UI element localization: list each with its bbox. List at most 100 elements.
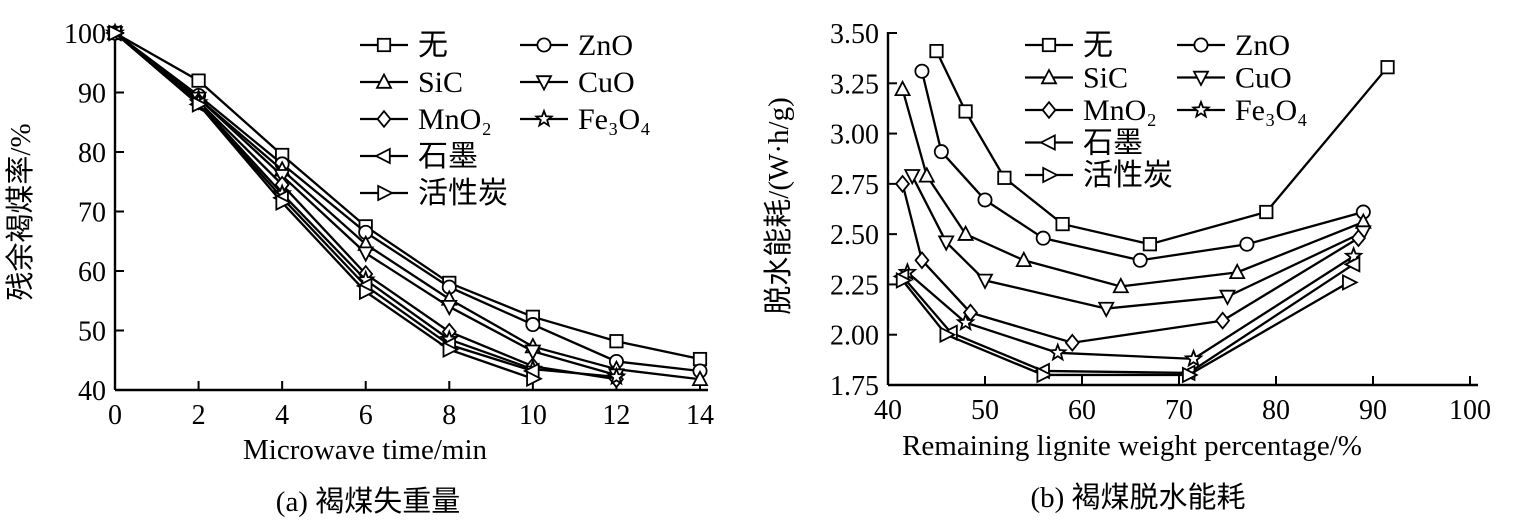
star-marker [1047, 342, 1068, 362]
legend-label: ZnO [578, 29, 633, 62]
square-marker [1380, 60, 1395, 75]
axes [886, 32, 1478, 387]
legend-item-活性炭: 活性炭 [1025, 159, 1173, 192]
legend-label: CuO [1235, 62, 1292, 95]
triangle-right-marker [1181, 366, 1199, 384]
y-tick-label: 2.50 [830, 220, 879, 251]
x-ticks: 40 50 60 70 80 90 100 [874, 376, 1491, 426]
square-marker [929, 44, 944, 59]
triangle-right-marker [1042, 166, 1059, 184]
y-tick-label: 100 [64, 19, 106, 50]
x-tick-label: 100 [1449, 395, 1491, 426]
triangle-up-marker [691, 369, 709, 386]
circle-marker [536, 37, 552, 53]
triangle-down-marker [535, 75, 553, 92]
triangle-right-marker [359, 283, 376, 301]
triangle-up-marker [1015, 250, 1033, 267]
x-tick-label: 2 [192, 400, 206, 431]
star-marker [533, 108, 555, 128]
y-tick-label: 80 [78, 138, 106, 169]
y-tick-label: 50 [78, 317, 106, 348]
legend-label: SiC [1083, 62, 1128, 95]
series-活性炭 [108, 24, 543, 388]
x-tick-label: 60 [1068, 395, 1096, 426]
legend-label: ZnO [1235, 29, 1290, 62]
triangle-right-marker [377, 184, 394, 202]
chart-b-xlabel: Remaining lignite weight percentage/% [902, 430, 1362, 462]
x-tick-label: 6 [359, 400, 373, 431]
legend-item-无: 无 [360, 29, 448, 62]
diamond-marker [1041, 100, 1057, 120]
triangle-right-marker [526, 370, 543, 388]
series-MnO₂ [894, 174, 1367, 352]
legend-item-CuO: CuO [520, 66, 635, 99]
chart-b-caption: (b) 褐煤脱水能耗 [1030, 482, 1246, 514]
triangle-down-marker [1192, 70, 1210, 87]
chart-b-plot: 40 50 60 70 80 90 100 1.75 2.00 2.25 2.50 2.75 3.00 3… [830, 19, 1491, 426]
y-tick-label: 90 [78, 79, 106, 110]
series-line [935, 50, 1389, 246]
triangle-left-marker [1343, 255, 1361, 273]
diamond-marker [1350, 228, 1367, 248]
triangle-up-marker [957, 224, 975, 241]
legend-item-SiC: SiC [1025, 62, 1128, 95]
triangle-right-marker [1036, 366, 1054, 384]
y-tick-label: 70 [78, 198, 106, 229]
diamond-marker [894, 174, 911, 194]
legend-item-CuO: CuO [1177, 62, 1292, 95]
triangle-up-marker [894, 79, 912, 97]
square-marker [692, 351, 708, 367]
x-tick-label: 70 [1165, 395, 1193, 426]
legend-item-MnO₂: MnO₂ [360, 103, 492, 136]
legend-item-石墨: 石墨 [1025, 127, 1143, 160]
series-无 [929, 44, 1395, 252]
triangle-right-marker [275, 194, 293, 212]
legend-item-MnO₂: MnO₂ [1025, 94, 1157, 127]
triangle-right-marker [895, 271, 913, 289]
triangle-up-marker [375, 72, 393, 89]
triangle-left-marker [374, 147, 391, 165]
circle-marker [1132, 252, 1148, 268]
series-CuO [903, 169, 1372, 318]
legend-item-石墨: 石墨 [360, 140, 478, 173]
circle-marker [914, 63, 930, 79]
series-Fe₃O₄ [897, 245, 1364, 368]
series-line [114, 32, 701, 361]
circle-marker [525, 317, 541, 333]
triangle-down-marker [357, 246, 375, 263]
diamond-marker [914, 251, 930, 270]
y-tick-label: 3.00 [830, 120, 879, 151]
square-marker [1041, 37, 1057, 53]
y-tick-label: 3.50 [830, 19, 879, 50]
panel-a: 0 2 4 6 8 10 12 14 40 50 60 70 80 90 100 无 SiC MnO₂ 石墨 活性炭 Z… [5, 19, 714, 518]
y-tick-label: 2.75 [830, 170, 879, 201]
series-ZnO [914, 63, 1371, 268]
triangle-down-marker [976, 273, 994, 290]
legend-label: 石墨 [1083, 127, 1143, 160]
square-marker [609, 334, 624, 349]
legend-item-ZnO: ZnO [520, 29, 633, 62]
square-marker [1259, 204, 1274, 220]
triangle-down-marker [937, 235, 955, 252]
legend-label: MnO₂ [1083, 94, 1157, 127]
triangle-down-marker [903, 169, 921, 186]
legend-label: Fe₃O₄ [578, 103, 651, 136]
triangle-down-marker [440, 299, 458, 317]
y-tick-label: 2.00 [830, 321, 879, 352]
legend-label: 无 [1083, 29, 1113, 62]
triangle-down-marker [1219, 289, 1236, 306]
circle-marker [933, 144, 949, 160]
series-line [114, 32, 701, 373]
triangle-up-marker [918, 166, 936, 183]
square-marker [1142, 237, 1158, 252]
legend-label: 活性炭 [418, 177, 508, 210]
y-tick-label: 1.75 [830, 371, 879, 402]
y-tick-label: 3.25 [830, 69, 879, 100]
x-tick-label: 12 [602, 400, 630, 431]
x-tick-label: 40 [874, 395, 902, 426]
triangle-left-marker [1039, 134, 1056, 151]
triangle-right-marker [939, 326, 957, 344]
